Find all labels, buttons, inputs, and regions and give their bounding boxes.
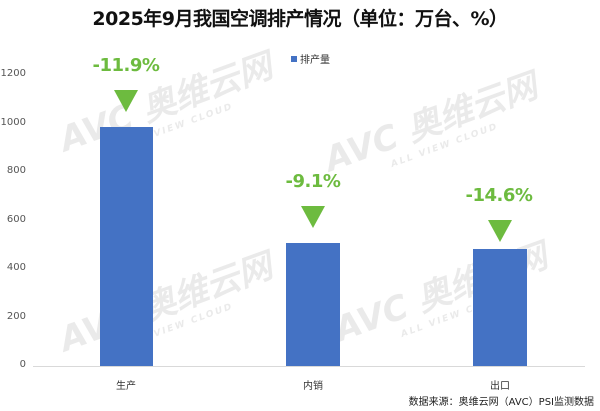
change-label-domestic-sales: -9.1%	[285, 171, 341, 192]
x-label: 内销	[303, 381, 323, 392]
down-triangle-icon	[301, 206, 325, 228]
y-tick: 600	[6, 214, 26, 225]
legend-label: 排产量	[300, 55, 330, 66]
x-label: 出口	[490, 381, 510, 392]
y-tick: 0	[19, 359, 26, 370]
y-tick: 1200	[0, 68, 26, 79]
y-tick: 1000	[0, 117, 26, 128]
x-axis-line	[33, 366, 585, 367]
chart-title: 2025年9月我国空调排产情况（单位：万台、%）	[92, 8, 508, 30]
down-triangle-icon	[114, 90, 138, 112]
data-source: 数据来源：奥维云网（AVC）PSI监测数据	[408, 397, 594, 408]
bar-production	[100, 127, 153, 366]
y-tick: 400	[6, 262, 26, 273]
watermark-logo: AVC 奥维云网 ALL VIEW CLOUD	[54, 246, 278, 361]
change-label-export: -14.6%	[465, 185, 533, 206]
bar-export	[473, 249, 527, 366]
y-tick: 800	[6, 165, 26, 176]
change-label-production: -11.9%	[92, 55, 160, 76]
legend: 排产量	[291, 51, 330, 66]
y-tick: 200	[6, 311, 26, 322]
x-label: 生产	[116, 381, 136, 392]
bar-domestic-sales	[286, 243, 340, 366]
legend-swatch-icon	[291, 55, 297, 62]
down-triangle-icon	[488, 220, 512, 242]
